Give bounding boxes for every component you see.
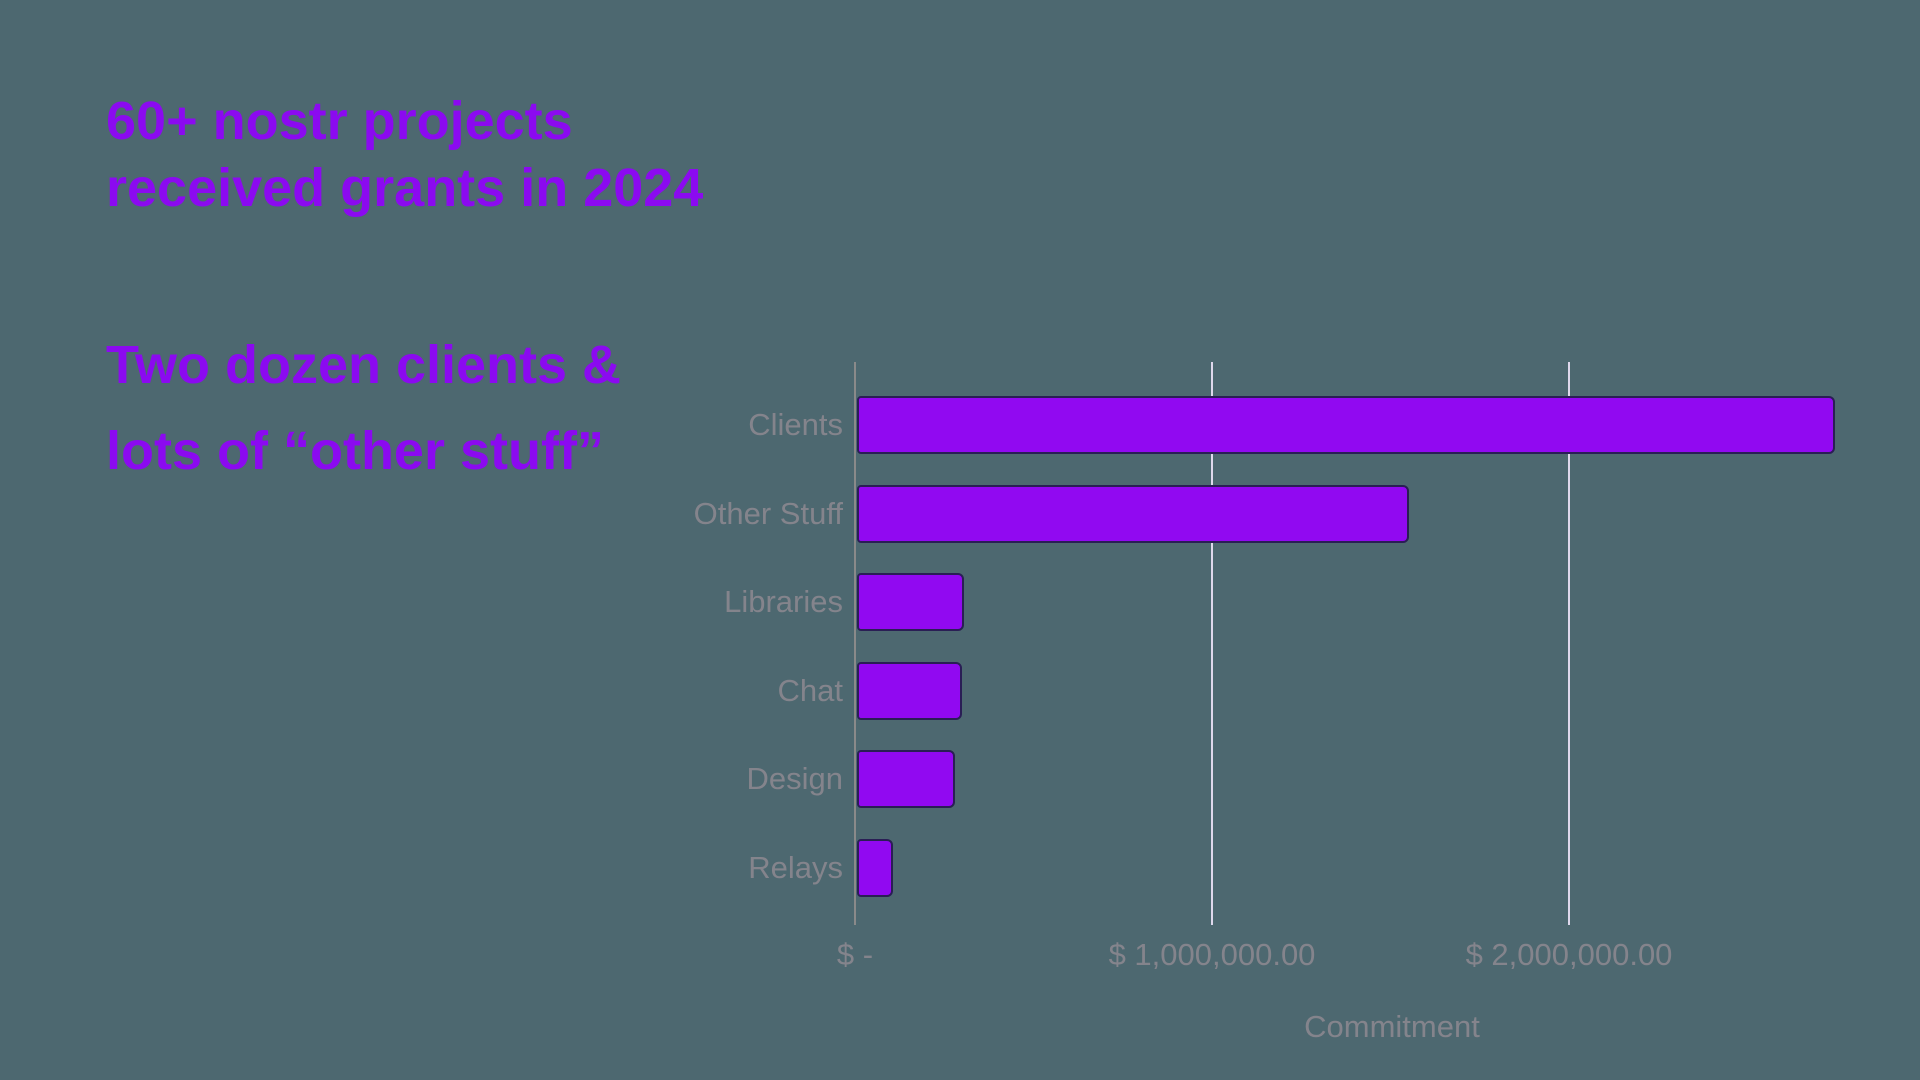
- gridline-1000000: [1211, 362, 1213, 925]
- bar-other-stuff: [857, 484, 1409, 543]
- category-label-libraries: Libraries: [724, 584, 843, 619]
- gridline-2000000: [1568, 362, 1570, 925]
- bar-clients: [857, 396, 1835, 454]
- category-label-design: Design: [746, 761, 844, 796]
- y-axis-line: [854, 362, 856, 925]
- page-subtitle-line-2: lots of “other stuff”: [106, 421, 604, 481]
- x-tick-label-1000000: $ 1,000,000.00: [1108, 937, 1316, 972]
- bar-design: [857, 750, 955, 808]
- category-label-clients: Clients: [748, 407, 843, 442]
- x-axis-title: Commitment: [1304, 1009, 1480, 1044]
- x-tick-label-0: $ -: [836, 937, 874, 972]
- page-title-line-2: received grants in 2024: [106, 158, 704, 218]
- bar-libraries: [857, 573, 964, 631]
- category-label-relays: Relays: [748, 849, 843, 885]
- page-subtitle-line-1: Two dozen clients &: [106, 335, 622, 395]
- bar-relays: [857, 838, 893, 897]
- page-subtitle: Two dozen clients & lots of “other stuff…: [106, 322, 621, 494]
- x-tick-label-2000000: $ 2,000,000.00: [1465, 937, 1673, 972]
- page-title-line-1: 60+ nostr projects: [106, 91, 573, 151]
- page-title: 60+ nostr projects received grants in 20…: [106, 88, 703, 222]
- category-label-other-stuff: Other Stuff: [693, 495, 843, 531]
- bar-chat: [857, 661, 962, 720]
- bar-chart-plot-area: Clients Other Stuff Libraries Chat Design Rel…: [694, 362, 1920, 1044]
- category-label-chat: Chat: [777, 672, 843, 708]
